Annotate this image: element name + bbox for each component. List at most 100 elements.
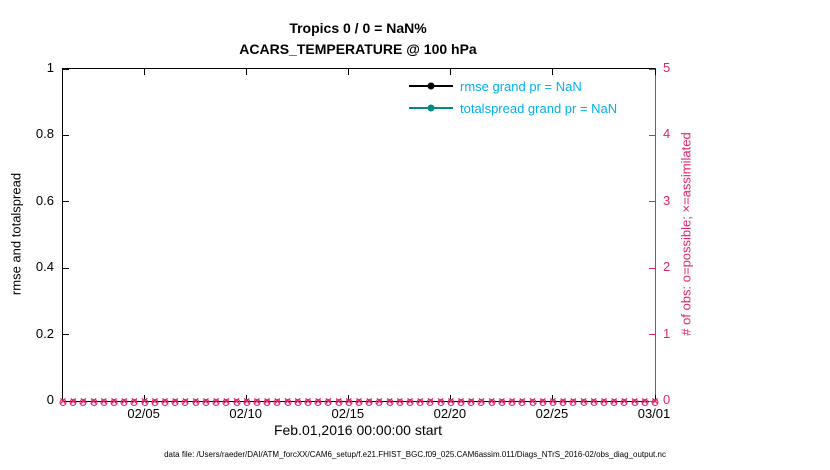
x-top-tickmark — [246, 69, 248, 75]
obs-assimilated-marker-icon: × — [447, 394, 455, 408]
obs-possible-marker-icon — [151, 398, 159, 406]
obs-assimilated-marker-icon: × — [181, 394, 189, 408]
y-right-tick-label: 5 — [663, 60, 671, 75]
obs-possible-marker-icon — [375, 398, 383, 406]
obs-possible-marker-icon — [161, 398, 169, 406]
obs-assimilated-marker-icon: × — [212, 394, 220, 408]
chart-subtitle: ACARS_TEMPERATURE @ 100 hPa — [239, 41, 477, 57]
obs-possible-marker-icon — [69, 398, 77, 406]
obs-possible-marker-icon — [508, 398, 516, 406]
obs-possible-marker-icon — [426, 398, 434, 406]
obs-assimilated-marker-icon: × — [202, 394, 210, 408]
obs-assimilated-marker-icon: × — [488, 394, 496, 408]
obs-possible-marker-icon — [171, 398, 179, 406]
y-right-tick-label: 0 — [663, 392, 671, 407]
obs-possible-marker-icon — [355, 398, 363, 406]
obs-possible-marker-icon — [406, 398, 414, 406]
obs-assimilated-marker-icon: × — [600, 394, 608, 408]
obs-possible-marker-icon — [212, 398, 220, 406]
obs-assimilated-marker-icon: × — [59, 394, 67, 408]
legend-label-rmse: rmse grand pr = NaN — [460, 78, 582, 94]
obs-possible-marker-icon — [467, 398, 475, 406]
obs-assimilated-marker-icon: × — [90, 394, 98, 408]
y-right-tickmark — [649, 201, 655, 203]
obs-assimilated-marker-icon: × — [120, 394, 128, 408]
obs-assimilated-marker-icon: × — [161, 394, 169, 408]
y-left-tick-label: 0.4 — [35, 259, 54, 275]
obs-assimilated-marker-icon: × — [375, 394, 383, 408]
obs-assimilated-marker-icon: × — [222, 394, 230, 408]
obs-possible-marker-icon — [457, 398, 465, 406]
obs-possible-marker-icon — [518, 398, 526, 406]
obs-possible-marker-icon — [79, 398, 87, 406]
obs-possible-marker-icon — [90, 398, 98, 406]
x-bottom-tickmark — [144, 395, 146, 401]
y-left-tick-label: 0.8 — [35, 126, 54, 142]
y-right-tick-label: 3 — [663, 192, 671, 208]
obs-assimilated-marker-icon: × — [416, 394, 424, 408]
obs-assimilated-marker-icon: × — [529, 394, 537, 408]
obs-assimilated-marker-icon: × — [151, 394, 159, 408]
obs-possible-marker-icon — [141, 398, 149, 406]
obs-assimilated-marker-icon: × — [171, 394, 179, 408]
obs-possible-marker-icon — [314, 398, 322, 406]
plot-area: rmse grand pr = NaN totalspread grand pr… — [59, 68, 659, 408]
obs-assimilated-marker-icon: × — [559, 394, 567, 408]
legend-marker-rmse-icon — [427, 82, 435, 90]
x-top-tickmark — [144, 69, 146, 75]
obs-assimilated-marker-icon: × — [631, 394, 639, 408]
y-right-tickmark — [649, 68, 655, 70]
left-axis-label: rmse and totalspread — [8, 172, 24, 296]
y-right-tick-label: 2 — [663, 259, 671, 275]
obs-assimilated-marker-icon: × — [345, 394, 353, 408]
obs-possible-marker-icon — [488, 398, 496, 406]
obs-possible-marker-icon — [631, 398, 639, 406]
obs-possible-marker-icon — [273, 398, 281, 406]
legend-label-totalspread: totalspread grand pr = NaN — [460, 100, 618, 116]
obs-assimilated-marker-icon: × — [477, 394, 485, 408]
obs-possible-marker-icon — [304, 398, 312, 406]
obs-possible-marker-icon — [324, 398, 332, 406]
x-bottom-tickmark — [654, 395, 656, 401]
legend: rmse grand pr = NaN totalspread grand pr… — [409, 75, 617, 119]
obs-assimilated-marker-icon: × — [192, 394, 200, 408]
obs-possible-marker-icon — [284, 398, 292, 406]
obs-possible-marker-icon — [253, 398, 261, 406]
obs-possible-marker-icon — [651, 398, 659, 406]
x-bottom-tickmark — [246, 395, 248, 401]
obs-possible-marker-icon — [600, 398, 608, 406]
obs-possible-marker-icon — [641, 398, 649, 406]
obs-possible-marker-icon — [335, 398, 343, 406]
obs-assimilated-marker-icon: × — [508, 394, 516, 408]
obs-possible-marker-icon — [416, 398, 424, 406]
obs-possible-marker-icon — [569, 398, 577, 406]
legend-line-totalspread — [409, 104, 453, 112]
y-right-tickmark — [649, 334, 655, 336]
y-left-tickmark — [63, 267, 69, 269]
obs-assimilated-marker-icon: × — [641, 394, 649, 408]
x-top-tickmark — [654, 69, 656, 75]
obs-assimilated-marker-icon: × — [110, 394, 118, 408]
obs-possible-marker-icon — [477, 398, 485, 406]
obs-assimilated-marker-icon: × — [273, 394, 281, 408]
y-left-tickmark — [63, 68, 69, 70]
obs-possible-marker-icon — [559, 398, 567, 406]
x-bottom-tickmark — [552, 395, 554, 401]
obs-assimilated-marker-icon: × — [69, 394, 77, 408]
y-left-tick-label: 0 — [46, 392, 54, 407]
obs-possible-marker-icon — [192, 398, 200, 406]
x-axis-label: Feb.01,2016 00:00:00 start — [273, 422, 443, 438]
x-tick-label: 02/10 — [229, 406, 262, 421]
obs-assimilated-marker-icon: × — [457, 394, 465, 408]
obs-possible-marker-icon — [202, 398, 210, 406]
obs-assimilated-marker-icon: × — [386, 394, 394, 408]
obs-assimilated-marker-icon: × — [651, 394, 659, 408]
obs-assimilated-marker-icon: × — [365, 394, 373, 408]
obs-possible-marker-icon — [529, 398, 537, 406]
y-right-tick-label: 1 — [663, 325, 671, 341]
obs-assimilated-marker-icon: × — [437, 394, 445, 408]
data-file-path: data file: /Users/raeder/DAI/ATM_forcXX/… — [164, 450, 666, 459]
obs-possible-marker-icon — [620, 398, 628, 406]
obs-assimilated-marker-icon: × — [253, 394, 261, 408]
obs-assimilated-marker-icon: × — [355, 394, 363, 408]
